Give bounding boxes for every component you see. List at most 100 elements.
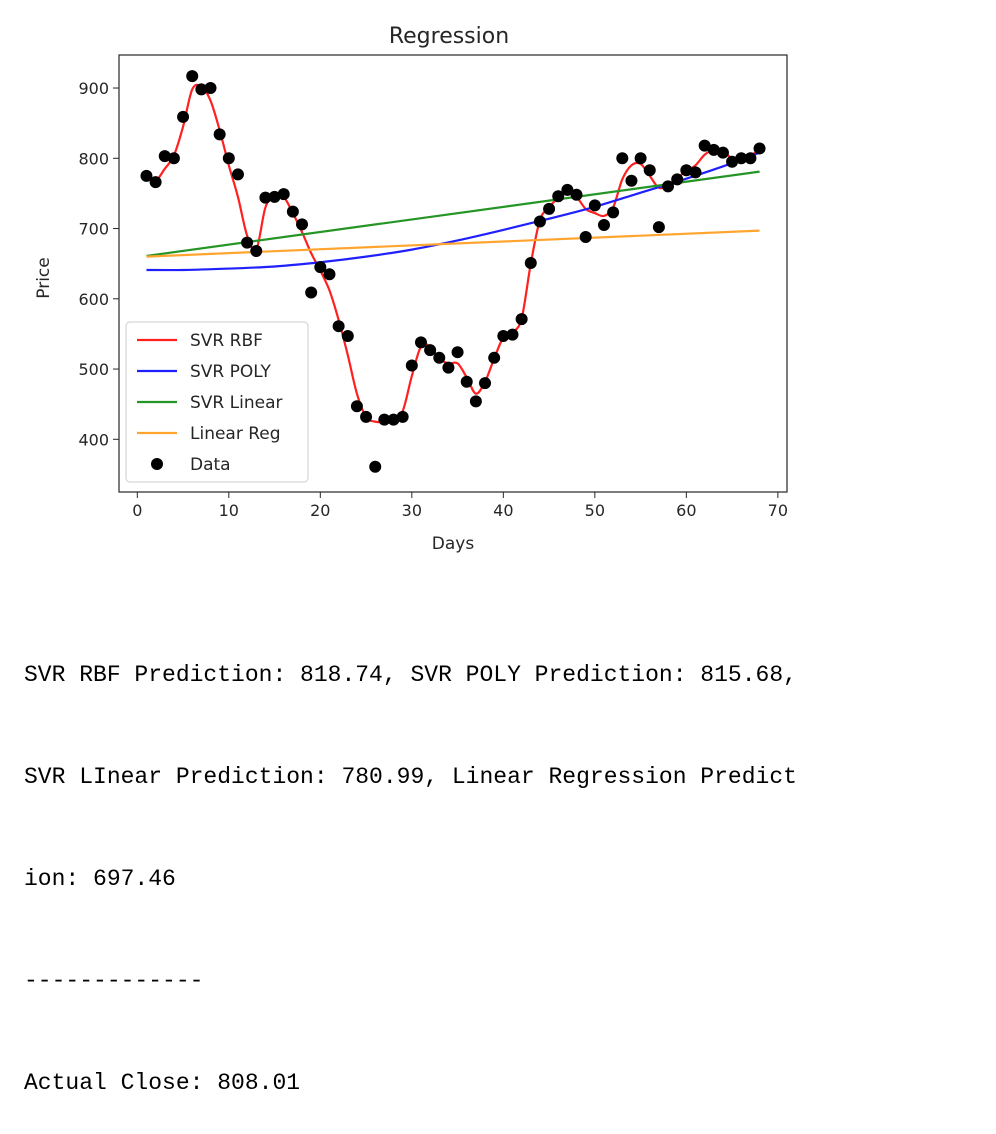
legend-box	[125, 321, 309, 483]
data-point	[414, 336, 427, 349]
data-point	[350, 400, 363, 413]
data-point	[296, 218, 309, 231]
data-point	[488, 351, 501, 364]
data-point	[515, 313, 528, 326]
data-point	[442, 361, 455, 374]
data-point	[149, 176, 162, 189]
data-point	[543, 202, 556, 215]
data-point	[241, 236, 254, 249]
y-tick-label: 600	[78, 290, 109, 309]
data-point	[250, 245, 263, 258]
data-point	[222, 152, 235, 165]
data-point	[689, 166, 702, 179]
y-axis-ticks: 400 500 600 700 800 900	[78, 79, 119, 449]
data-point	[625, 174, 638, 187]
data-point	[204, 82, 217, 95]
x-tick-label: 40	[493, 501, 513, 520]
data-point	[497, 330, 510, 343]
x-tick-label: 0	[132, 501, 142, 520]
x-axis-label: Days	[432, 534, 475, 554]
data-point	[643, 164, 656, 177]
data-point	[680, 164, 693, 177]
data-point	[479, 377, 492, 390]
y-axis-label: Price	[34, 257, 54, 298]
data-point	[158, 150, 171, 163]
data-point	[753, 142, 766, 155]
data-point	[652, 221, 665, 234]
data-point	[634, 152, 647, 165]
data-point	[597, 219, 610, 232]
data-point	[360, 410, 373, 423]
x-tick-label: 50	[585, 501, 605, 520]
legend-label-svr-rbf: SVR RBF	[190, 331, 263, 351]
legend-swatch-data	[151, 458, 163, 470]
x-tick-label: 20	[310, 501, 330, 520]
data-point	[524, 256, 537, 269]
data-point	[671, 173, 684, 186]
output-line-actual-close: Actual Close: 808.01	[24, 1070, 301, 1096]
data-point	[662, 180, 675, 193]
x-tick-label: 70	[768, 501, 788, 520]
data-point	[213, 128, 226, 141]
output-line-separator: -------------	[24, 968, 204, 994]
data-point	[277, 188, 290, 201]
data-point	[378, 413, 391, 426]
series-line-linear-reg	[146, 229, 760, 258]
data-point	[716, 146, 729, 159]
data-point	[424, 344, 437, 357]
data-point	[469, 395, 482, 408]
data-point	[405, 359, 418, 372]
data-point	[707, 143, 720, 156]
output-line-predictions-1: SVR RBF Prediction: 818.74, SVR POLY Pre…	[24, 662, 797, 688]
data-point	[561, 183, 574, 196]
data-point	[186, 70, 199, 83]
legend-label-data: Data	[190, 455, 231, 475]
data-point	[177, 110, 190, 123]
data-point	[460, 375, 473, 388]
output-line-predictions-3: ion: 697.46	[24, 866, 176, 892]
output-line-predictions-2: SVR LInear Prediction: 780.99, Linear Re…	[24, 764, 797, 790]
x-tick-label: 60	[676, 501, 696, 520]
data-point	[552, 190, 565, 203]
data-point	[570, 188, 583, 201]
data-point	[259, 191, 272, 204]
data-point	[588, 199, 601, 212]
data-point	[369, 460, 382, 473]
legend-label-linear-reg: Linear Reg	[190, 424, 281, 444]
prediction-output: SVR RBF Prediction: 818.74, SVR POLY Pre…	[24, 590, 974, 1134]
data-point	[698, 139, 711, 152]
legend-label-svr-linear: SVR Linear	[190, 393, 282, 413]
chart-legend: SVR RBF SVR POLY SVR Linear Linear Reg Data	[125, 321, 309, 483]
x-tick-label: 10	[219, 501, 239, 520]
data-point	[332, 320, 345, 333]
data-point	[533, 215, 546, 228]
x-tick-label: 30	[402, 501, 422, 520]
y-tick-label: 500	[78, 360, 109, 379]
data-point	[231, 168, 244, 181]
data-point	[314, 261, 327, 274]
data-point	[286, 205, 299, 218]
data-point	[744, 152, 757, 165]
data-point	[341, 330, 354, 343]
data-point	[268, 190, 281, 203]
data-point	[433, 351, 446, 364]
y-tick-label: 900	[78, 79, 109, 98]
data-point	[451, 346, 464, 359]
data-point	[607, 206, 620, 219]
data-point	[323, 268, 336, 281]
y-tick-label: 800	[78, 149, 109, 168]
data-point	[396, 410, 409, 423]
data-point	[195, 83, 208, 96]
data-point	[387, 413, 400, 426]
data-point	[616, 152, 629, 165]
x-axis-ticks: 0 10 20 30 40 50 60 70	[132, 492, 788, 520]
data-point	[735, 152, 748, 165]
data-point	[140, 169, 153, 182]
data-point	[726, 155, 739, 168]
data-point	[579, 230, 592, 243]
y-tick-label: 700	[78, 220, 109, 239]
data-point	[506, 328, 519, 341]
regression-chart: Regression 0 10 20 30 40 50 60 70 400 500 600 700 8…	[34, 24, 788, 554]
data-point	[167, 152, 180, 165]
data-points-layer	[140, 70, 766, 473]
